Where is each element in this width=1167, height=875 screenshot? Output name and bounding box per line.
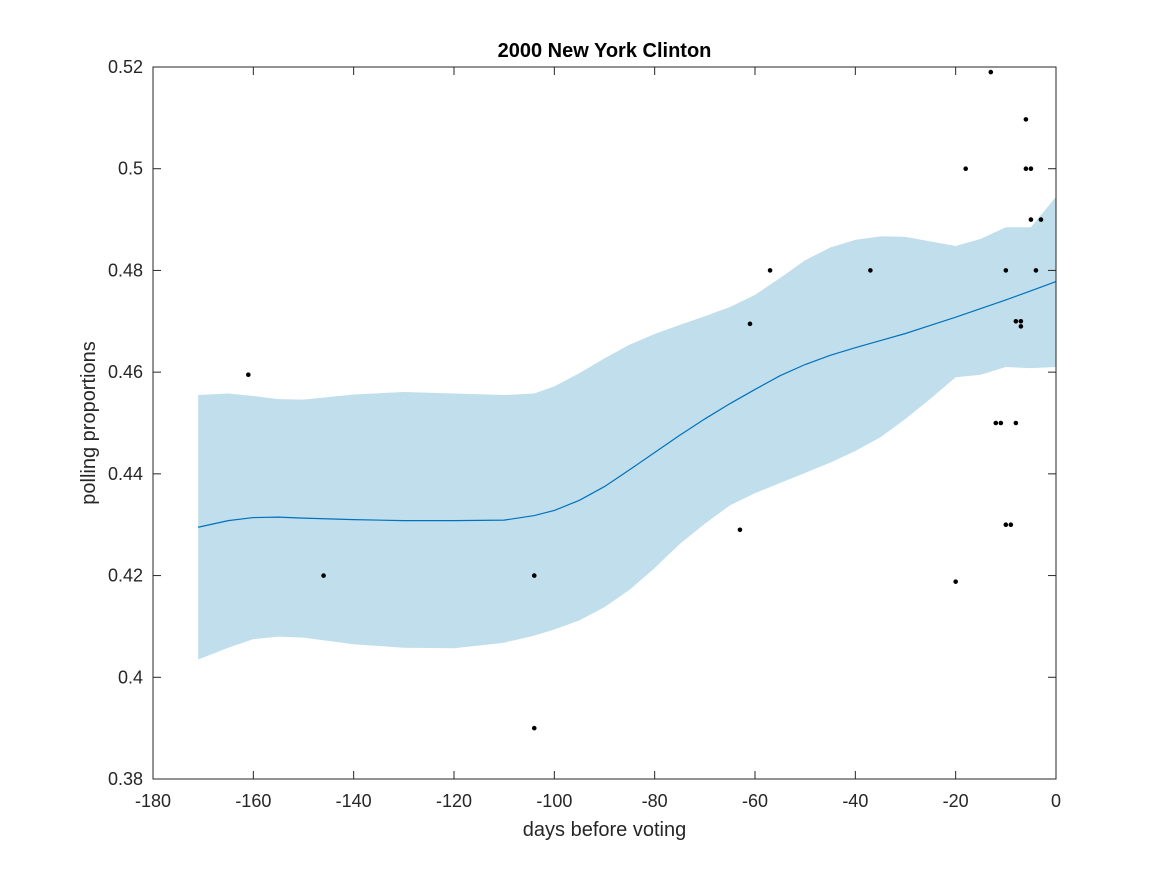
poll-point — [1013, 318, 1019, 324]
x-tick-label: -140 — [336, 791, 372, 811]
poll-point — [747, 321, 753, 327]
poll-point — [737, 527, 743, 533]
poll-point — [1003, 268, 1009, 273]
x-tick-label: -20 — [943, 791, 969, 811]
y-tick-label: 0.52 — [108, 57, 143, 77]
plot-layer — [198, 69, 1057, 731]
y-tick-label: 0.44 — [108, 464, 143, 484]
poll-point — [767, 268, 773, 273]
poll-point — [531, 573, 537, 578]
tick-layer: -180 -160 -140 -120 -100 -80 -60 -40 -20 0 0.38 0.4… — [108, 57, 1061, 811]
poll-point — [868, 268, 873, 273]
x-tick-label: -120 — [436, 791, 472, 811]
poll-point — [321, 573, 326, 578]
poll-point — [993, 420, 999, 426]
poll-point — [988, 69, 994, 75]
poll-point — [1028, 217, 1034, 222]
poll-point — [1028, 166, 1034, 172]
y-tick-label: 0.46 — [108, 362, 143, 382]
x-tick-label: -160 — [235, 791, 271, 811]
poll-point — [1023, 166, 1029, 172]
poll-point — [531, 725, 537, 731]
x-tick-label: -80 — [642, 791, 668, 811]
x-tick-label: -180 — [135, 791, 171, 811]
y-tick-label: 0.42 — [108, 566, 143, 586]
x-tick-label: 0 — [1051, 791, 1061, 811]
y-tick-label: 0.4 — [118, 667, 143, 687]
x-tick-label: -100 — [536, 791, 572, 811]
plot-frame — [152, 66, 1057, 780]
x-tick-label: -40 — [842, 791, 868, 811]
poll-point — [963, 166, 968, 172]
y-tick-label: 0.48 — [108, 260, 143, 280]
poll-point — [998, 420, 1004, 426]
poll-point — [1018, 318, 1024, 324]
y-axis-label: polling proportions — [78, 341, 100, 504]
y-tick-label: 0.38 — [108, 769, 143, 789]
poll-point — [1033, 268, 1039, 273]
poll-point — [1018, 324, 1024, 329]
poll-point — [246, 372, 251, 377]
confidence-band-area — [198, 196, 1056, 660]
poll-point — [1003, 522, 1009, 528]
poll-point — [1008, 522, 1014, 528]
poll-point — [953, 579, 958, 584]
poll-point — [1023, 117, 1029, 122]
posterior-mean-line — [198, 281, 1057, 528]
poll-point — [1013, 420, 1019, 426]
x-axis-label: days before voting — [523, 819, 686, 841]
x-tick-label: -60 — [742, 791, 768, 811]
chart-title: 2000 New York Clinton — [498, 40, 712, 62]
poll-point — [1038, 217, 1044, 222]
y-tick-label: 0.5 — [118, 159, 143, 179]
